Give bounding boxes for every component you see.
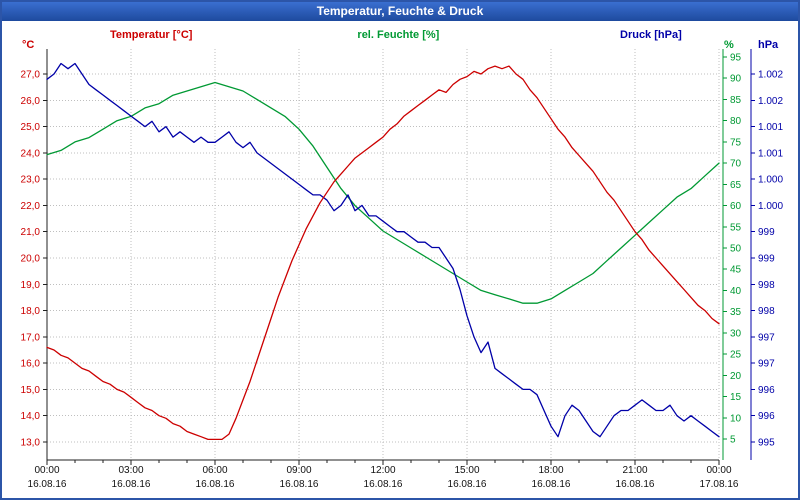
temperature-series-label: Temperatur [°C]	[110, 29, 193, 41]
humidity-tick-label: 25	[730, 350, 742, 361]
humidity-tick-label: 50	[730, 244, 742, 255]
axes: 27,0 26,0 25,0 24,0 23,0 22,0 21,0 20,0 19,0 18,0…	[21, 49, 783, 490]
pressure-tick-label: 996	[758, 385, 775, 396]
temperature-tick-label: 20,0	[21, 254, 41, 265]
humidity-tick-label: 45	[730, 265, 742, 276]
series-line-temperature	[46, 65, 720, 441]
pressure-tick-label: 997	[758, 359, 775, 370]
temperature-tick-label: 25,0	[21, 122, 41, 133]
date-tick-label: 16.08.16	[196, 479, 235, 490]
humidity-tick-label: 40	[730, 286, 742, 297]
series-line-humidity	[46, 81, 720, 304]
humidity-tick-label: 70	[730, 159, 742, 170]
humidity-tick-label: 55	[730, 222, 742, 233]
humidity-tick-label: 75	[730, 137, 742, 148]
humidity-tick-label: 85	[730, 95, 742, 106]
temperature-tick-label: 22,0	[21, 201, 41, 212]
temperature-tick-label: 26,0	[21, 96, 41, 107]
pressure-tick-label: 998	[758, 306, 775, 317]
humidity-tick-label: 10	[730, 413, 742, 424]
series-line-pressure	[46, 62, 720, 438]
humidity-tick-label: 5	[730, 435, 736, 446]
pressure-tick-label: 1.000	[758, 175, 783, 186]
time-tick-label: 15:00	[454, 465, 479, 476]
pressure-tick-label: 999	[758, 227, 775, 238]
temperature-tick-label: 13,0	[21, 438, 41, 449]
time-tick-label: 09:00	[286, 465, 311, 476]
pressure-tick-label: 1.001	[758, 122, 783, 133]
temperature-tick-label: 27,0	[21, 70, 41, 81]
time-tick-label: 00:00	[34, 465, 59, 476]
humidity-tick-label: 60	[730, 201, 742, 212]
humidity-series-label: rel. Feuchte [%]	[357, 29, 440, 41]
pressure-tick-label: 1.002	[758, 96, 783, 107]
temperature-tick-label: 17,0	[21, 332, 41, 343]
time-tick-label: 06:00	[202, 465, 227, 476]
humidity-tick-label: 15	[730, 392, 742, 403]
humidity-tick-label: 35	[730, 307, 742, 318]
pressure-tick-label: 997	[758, 332, 775, 343]
window-title: Temperatur, Feuchte & Druck	[316, 4, 484, 18]
temperature-tick-label: 24,0	[21, 148, 41, 159]
date-tick-label: 16.08.16	[616, 479, 655, 490]
humidity-tick-label: 95	[730, 53, 742, 64]
humidity-tick-label: 20	[730, 371, 742, 382]
pressure-tick-label: 995	[758, 438, 775, 449]
humidity-tick-label: 30	[730, 328, 742, 339]
title-bar: Temperatur, Feuchte & Druck	[2, 2, 798, 21]
time-tick-label: 21:00	[622, 465, 647, 476]
date-tick-label: 16.08.16	[364, 479, 403, 490]
pressure-tick-label: 998	[758, 280, 775, 291]
pressure-tick-label: 1.002	[758, 70, 783, 81]
time-tick-label: 00:00	[706, 465, 731, 476]
pressure-tick-label: 999	[758, 254, 775, 265]
temperature-tick-label: 18,0	[21, 306, 41, 317]
temperature-tick-label: 14,0	[21, 411, 41, 422]
temperature-tick-label: 23,0	[21, 175, 41, 186]
date-tick-label: 16.08.16	[28, 479, 67, 490]
pressure-tick-label: 1.001	[758, 148, 783, 159]
pressure-series-label: Druck [hPa]	[620, 29, 682, 41]
temperature-tick-label: 15,0	[21, 385, 41, 396]
date-tick-label: 16.08.16	[112, 479, 151, 490]
time-tick-label: 12:00	[370, 465, 395, 476]
time-tick-label: 03:00	[118, 465, 143, 476]
humidity-unit-label: %	[724, 39, 734, 51]
grid	[46, 49, 720, 460]
date-tick-label: 16.08.16	[532, 479, 571, 490]
date-tick-label: 16.08.16	[280, 479, 319, 490]
temperature-tick-label: 21,0	[21, 227, 41, 238]
temperature-tick-label: 19,0	[21, 280, 41, 291]
pressure-tick-label: 1.000	[758, 201, 783, 212]
temperature-unit-label: °C	[22, 39, 35, 51]
temperature-tick-label: 16,0	[21, 359, 41, 370]
pressure-tick-label: 996	[758, 411, 775, 422]
humidity-tick-label: 65	[730, 180, 742, 191]
date-tick-label: 16.08.16	[448, 479, 487, 490]
humidity-tick-label: 80	[730, 116, 742, 127]
pressure-unit-label: hPa	[758, 39, 779, 51]
date-tick-label: 17.08.16	[700, 479, 739, 490]
humidity-tick-label: 90	[730, 74, 742, 85]
time-tick-label: 18:00	[538, 465, 563, 476]
